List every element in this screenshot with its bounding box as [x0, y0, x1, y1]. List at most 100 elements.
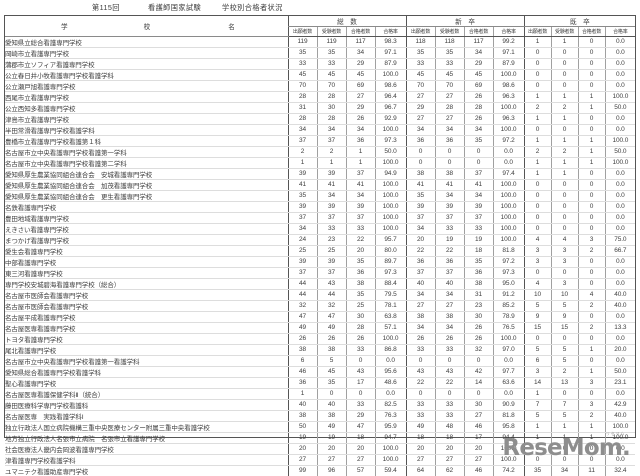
total-passers-cell: 35 — [345, 256, 375, 268]
total-passrate-cell: 76.3 — [374, 410, 407, 422]
rep-examinees-cell: 0 — [550, 333, 579, 345]
table-row: 社会医療法人畿内会岡波看護専門学校 20 20 20 100.0 20 20 20 100.0 0… — [5, 443, 636, 455]
new-examinees-cell: 40 — [434, 278, 465, 290]
new-examinees-cell: 27 — [434, 300, 465, 312]
school-name-cell: 愛生会看護専門学校 — [5, 245, 288, 257]
rep-passers-cell: 2 — [577, 322, 606, 334]
total-applicants-cell: 36 — [287, 377, 317, 389]
new-passrate-cell: 0.0 — [492, 157, 525, 169]
total-passrate-cell: 50.0 — [374, 146, 407, 158]
total-examinees-cell: 37 — [316, 267, 346, 279]
total-passers-cell: 0 — [345, 388, 375, 400]
school-name-cell: 名古屋市医師会看護専門学校 — [5, 300, 288, 312]
total-passers-cell: 37 — [345, 168, 375, 180]
total-applicants-cell: 34 — [287, 124, 317, 136]
rep-examinees-cell: 15 — [550, 322, 579, 334]
rep-passers-cell: 0 — [577, 58, 606, 70]
rep-passrate-cell: 0.0 — [604, 190, 636, 202]
total-applicants-cell: 41 — [287, 179, 317, 191]
new-examinees-cell: 33 — [434, 58, 465, 70]
rep-passrate-cell: 0.0 — [604, 36, 636, 48]
rep-passrate-cell: 0.0 — [604, 212, 636, 224]
table-row: 名古屋医専 実践看護学科Ⅰ 38 38 29 76.3 33 33 27 81.8 5 5 2 40.0 — [5, 410, 636, 422]
rep-applicants-cell: 0 — [523, 333, 552, 345]
school-name-cell: 名古屋医専看護保健学科Ⅱ（統合） — [5, 388, 288, 400]
rep-examinees-cell: 3 — [550, 278, 579, 290]
rep-examinees-cell: 1 — [550, 135, 579, 147]
rep-applicants-cell: 5 — [523, 344, 552, 356]
rep-examinees-cell: 0 — [550, 124, 579, 136]
rep-passers-cell: 0 — [577, 201, 606, 213]
total-passrate-cell: 0.0 — [374, 355, 407, 367]
rep-applicants-cell: 15 — [523, 322, 552, 334]
total-passrate-cell: 100.0 — [374, 333, 407, 345]
total-examinees-cell: 119 — [316, 36, 346, 48]
rep-examinees-cell: 1 — [550, 421, 579, 433]
new-passers-cell: 34 — [463, 124, 494, 136]
school-name-cell: 愛知県厚生農業協同組合連合会 更生看護専門学校 — [5, 190, 288, 202]
total-examinees-cell: 43 — [316, 278, 346, 290]
total-passers-cell: 38 — [345, 278, 375, 290]
school-name-cell: 津看護専門学校看護学科 — [5, 454, 288, 466]
new-passers-cell: 0 — [463, 355, 494, 367]
school-name-cell: 西尾市立看護専門学校 — [5, 91, 288, 103]
table-row: 藤田医療科学専門学校看護科 40 40 33 82.5 33 33 30 90.9 7 7 3 42.9 — [5, 399, 636, 411]
rep-applicants-cell: 7 — [523, 399, 552, 411]
new-passrate-cell: 0.0 — [492, 146, 525, 158]
rep-examinees-cell: 1 — [550, 432, 579, 444]
total-passers-cell: 37 — [345, 212, 375, 224]
new-examinees-cell: 0 — [434, 388, 465, 400]
rep-passers-cell: 0 — [577, 333, 606, 345]
table-row: 中部看護専門学校 39 39 35 89.7 36 36 35 97.2 3 3 0 0.0 — [5, 256, 636, 268]
rep-applicants-cell: 1 — [523, 157, 552, 169]
total-passrate-cell: 95.9 — [374, 421, 407, 433]
rep-passrate-cell: 0.0 — [604, 124, 636, 136]
rep-passers-cell: 0 — [577, 168, 606, 180]
new-examinees-cell: 0 — [434, 355, 465, 367]
table-row: 名古屋市医師会看護専門学校 44 44 35 79.5 34 34 31 91.2 10 10 4 40… — [5, 289, 636, 301]
total-passers-cell: 41 — [345, 179, 375, 191]
total-passers-cell: 45 — [345, 69, 375, 81]
new-applicants-cell: 36 — [405, 256, 436, 268]
total-passrate-cell: 87.9 — [374, 58, 407, 70]
rep-passers-cell: 0 — [577, 190, 606, 202]
new-examinees-cell: 37 — [434, 212, 465, 224]
rep-passers-cell: 3 — [577, 377, 606, 389]
rep-applicants-cell: 9 — [523, 311, 552, 323]
new-passers-cell: 46 — [463, 421, 494, 433]
total-examinees-cell: 35 — [316, 377, 346, 389]
rep-passrate-cell: 75.0 — [604, 234, 636, 246]
exam-session-number: 第115回 — [92, 3, 120, 12]
new-examinees-cell: 34 — [434, 289, 465, 301]
rep-examinees-cell: 3 — [550, 245, 579, 257]
rep-passers-cell: 0 — [577, 223, 606, 235]
total-passrate-cell: 100.0 — [374, 443, 407, 455]
new-examinees-cell: 62 — [434, 465, 465, 476]
new-passrate-cell: 97.0 — [492, 344, 525, 356]
total-examinees-cell: 45 — [316, 366, 346, 378]
total-applicants-cell: 38 — [287, 344, 317, 356]
total-passers-cell: 18 — [345, 432, 375, 444]
rep-examinees-cell: 0 — [550, 179, 579, 191]
new-applicants-cell: 37 — [405, 267, 436, 279]
rep-passrate-cell: 100.0 — [604, 432, 636, 444]
total-applicants-cell: 24 — [287, 234, 317, 246]
new-applicants-cell: 0 — [405, 388, 436, 400]
new-passrate-cell: 100.0 — [492, 201, 525, 213]
rep-applicants-cell: 0 — [523, 179, 552, 191]
report-subtitle: 学校別合格者状況 — [222, 3, 283, 12]
new-applicants-cell: 118 — [405, 36, 436, 48]
table-row: 蒲郡市立ソフィア看護専門学校 33 33 29 87.9 33 33 29 87.9 0 0 0 0.0 — [5, 58, 636, 70]
school-header-gaku: 学 — [61, 23, 68, 31]
school-name-cell: 愛知県立総合看護専門学校 — [5, 36, 288, 48]
total-examinees-cell: 39 — [316, 168, 346, 180]
total-passrate-cell: 98.6 — [374, 80, 407, 92]
rep-passrate-cell: 0.0 — [604, 333, 636, 345]
new-applicants-cell: 36 — [405, 135, 436, 147]
rep-applicants-cell: 1 — [523, 432, 552, 444]
new-passers-cell: 34 — [463, 47, 494, 59]
header-group-row: 学 校 名 総 数 新 卒 既 卒 — [5, 16, 636, 37]
rep-applicants-cell: 6 — [523, 355, 552, 367]
total-passers-cell: 34 — [345, 124, 375, 136]
total-examinees-cell: 34 — [316, 190, 346, 202]
